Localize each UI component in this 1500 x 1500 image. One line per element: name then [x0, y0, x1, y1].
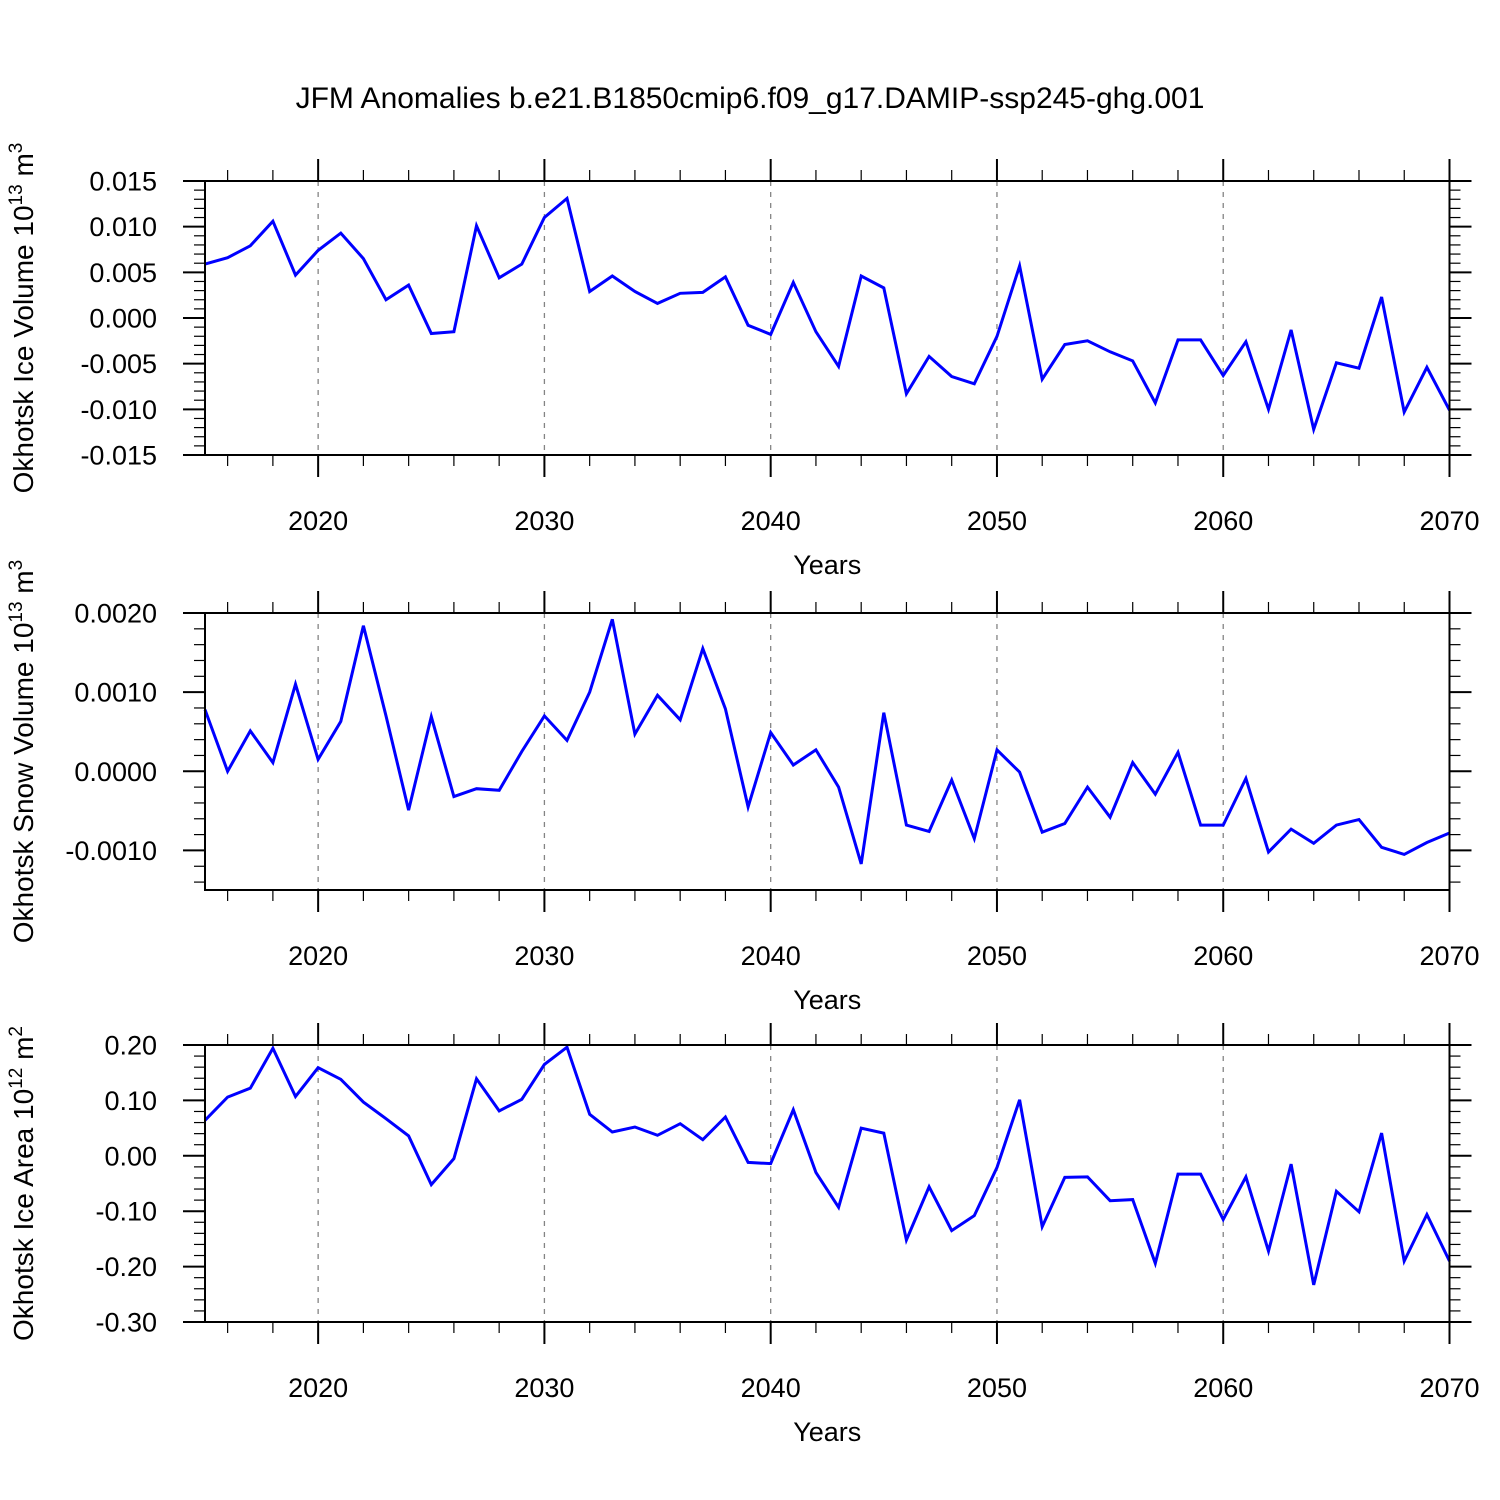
y-axis-title: Okhotsk Ice Area 1012 m2	[6, 1026, 39, 1341]
y-tick-label: 0.20	[104, 1031, 157, 1061]
panel-ice-volume: 2020 2030 2040 2050 2060 2070 0.015 0.010 0.005 0…	[6, 143, 1480, 580]
y-tick-label: 0.010	[89, 212, 157, 242]
x-tick-label: 2020	[288, 941, 348, 971]
x-tick-label: 2040	[741, 506, 801, 536]
x-tick-label: 2030	[514, 506, 574, 536]
y-tick-label: 0.000	[89, 304, 157, 334]
y-tick-label: 0.0000	[74, 757, 157, 787]
panel-frame	[204, 1044, 1451, 1323]
x-tick-label: 2030	[514, 941, 574, 971]
x-tick-label: 2030	[514, 1373, 574, 1403]
x-tick-label: 2060	[1193, 506, 1253, 536]
x-tick-label: 2050	[967, 506, 1027, 536]
chart-title: JFM Anomalies b.e21.B1850cmip6.f09_g17.D…	[295, 82, 1205, 115]
y-tick-label: -0.30	[95, 1308, 157, 1338]
x-tick-label: 2050	[967, 1373, 1027, 1403]
svg-text:Okhotsk Ice Volume 1013 m3: Okhotsk Ice Volume 1013 m3	[6, 143, 39, 494]
y-axis-title: Okhotsk Snow Volume 1013 m3	[6, 560, 39, 943]
x-tick-label: 2070	[1419, 941, 1479, 971]
panel-frame	[204, 612, 1451, 891]
y-tick-label: -0.015	[80, 441, 157, 471]
panel-ice-area: 2020 2030 2040 2050 2060 2070 0.20 0.10 0.00 -0.1…	[6, 1023, 1480, 1447]
svg-text:Okhotsk Ice Area 1012 m2: Okhotsk Ice Area 1012 m2	[6, 1026, 39, 1341]
y-tick-label: 0.0020	[74, 599, 157, 629]
y-tick-label: 0.00	[104, 1141, 157, 1171]
y-tick-label: 0.0010	[74, 678, 157, 708]
data-line-ice-volume	[204, 195, 1451, 435]
y-tick-label: 0.005	[89, 258, 157, 288]
panel-snow-volume: 2020 2030 2040 2050 2060 2070 0.0020 0.0010 0.00…	[6, 560, 1480, 1015]
x-tick-label: 2060	[1193, 1373, 1253, 1403]
x-axis-title: Years	[793, 1417, 861, 1447]
y-tick-label: -0.0010	[65, 836, 157, 866]
panel-frame	[204, 180, 1451, 456]
y-tick-label: -0.10	[95, 1197, 157, 1227]
x-tick-label: 2050	[967, 941, 1027, 971]
x-tick-label: 2040	[741, 941, 801, 971]
x-tick-label: 2070	[1419, 506, 1479, 536]
x-tick-label: 2070	[1419, 1373, 1479, 1403]
y-tick-label: -0.010	[80, 395, 157, 425]
y-tick-label: -0.005	[80, 349, 157, 379]
y-tick-label: 0.015	[89, 167, 157, 197]
y-tick-label: 0.10	[104, 1086, 157, 1116]
data-line-ice-area	[203, 1044, 1451, 1286]
x-axis-title: Years	[793, 985, 861, 1015]
x-tick-label: 2020	[288, 1373, 348, 1403]
x-tick-label: 2060	[1193, 941, 1253, 971]
data-line-snow-volume	[203, 618, 1451, 865]
x-tick-label: 2020	[288, 506, 348, 536]
x-axis-title: Years	[793, 550, 861, 580]
svg-text:Okhotsk Snow Volume 1013 m3: Okhotsk Snow Volume 1013 m3	[6, 560, 39, 943]
y-tick-label: -0.20	[95, 1252, 157, 1282]
x-tick-label: 2040	[741, 1373, 801, 1403]
y-axis-title: Okhotsk Ice Volume 1013 m3	[6, 143, 39, 494]
